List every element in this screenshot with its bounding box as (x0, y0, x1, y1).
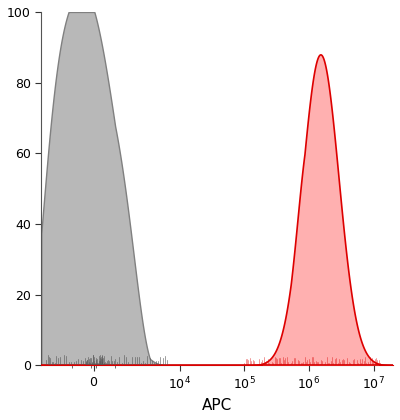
X-axis label: APC: APC (202, 398, 232, 413)
